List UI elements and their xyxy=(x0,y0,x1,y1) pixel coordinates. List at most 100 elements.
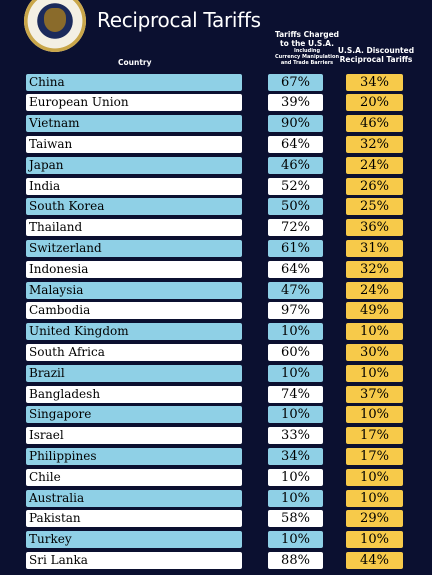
country-cell: Israel xyxy=(26,427,242,445)
charged-tariff-cell: 34% xyxy=(268,447,323,465)
country-cell: Turkey xyxy=(26,531,242,549)
country-cell: Cambodia xyxy=(26,302,242,320)
charged-tariff-cell: 10% xyxy=(268,406,323,424)
eagle-icon xyxy=(44,8,66,32)
country-cell: Japan xyxy=(26,156,242,174)
charged-tariff-cell: 90% xyxy=(268,115,323,133)
discounted-tariff-cell: 24% xyxy=(346,156,403,174)
charged-tariff-cell: 33% xyxy=(268,427,323,445)
country-cell: Switzerland xyxy=(26,239,242,257)
country-cell: South Africa xyxy=(26,343,242,361)
discounted-tariff-cell: 10% xyxy=(346,364,403,382)
charged-tariff-cell: 50% xyxy=(268,198,323,216)
discounted-tariff-cell: 10% xyxy=(346,531,403,549)
discounted-tariff-cell: 20% xyxy=(346,94,403,112)
discounted-tariff-cell: 24% xyxy=(346,281,403,299)
charged-tariff-cell: 47% xyxy=(268,281,323,299)
country-cell: Vietnam xyxy=(26,115,242,133)
charged-tariff-cell: 10% xyxy=(268,468,323,486)
table-row: Turkey 10% 10% xyxy=(0,530,432,551)
country-cell: Philippines xyxy=(26,447,242,465)
table-row: Sri Lanka 88% 44% xyxy=(0,550,432,571)
table-row: Malaysia 47% 24% xyxy=(0,280,432,301)
header: Reciprocal Tariffs Country Tariffs Charg… xyxy=(0,0,432,70)
country-cell: South Korea xyxy=(26,198,242,216)
column-header-charged-line4: Currency Manipulation xyxy=(274,54,340,60)
country-cell: Australia xyxy=(26,489,242,507)
discounted-tariff-cell: 30% xyxy=(346,343,403,361)
table-row: Thailand 72% 36% xyxy=(0,218,432,239)
charged-tariff-cell: 67% xyxy=(268,73,323,91)
discounted-tariff-cell: 32% xyxy=(346,260,403,278)
country-cell: Bangladesh xyxy=(26,385,242,403)
charged-tariff-cell: 88% xyxy=(268,551,323,569)
table-row: European Union 39% 20% xyxy=(0,93,432,114)
table-row: Indonesia 64% 32% xyxy=(0,259,432,280)
charged-tariff-cell: 10% xyxy=(268,489,323,507)
country-cell: Taiwan xyxy=(26,135,242,153)
column-header-charged-line5: and Trade Barriers xyxy=(280,60,334,66)
charged-tariff-cell: 10% xyxy=(268,323,323,341)
discounted-tariff-cell: 17% xyxy=(346,447,403,465)
discounted-tariff-cell: 36% xyxy=(346,219,403,237)
charged-tariff-cell: 72% xyxy=(268,219,323,237)
country-cell: Thailand xyxy=(26,219,242,237)
column-header-charged: Tariffs Charged to the U.S.A. Including … xyxy=(262,30,352,66)
table-row: Vietnam 90% 46% xyxy=(0,114,432,135)
country-cell: Brazil xyxy=(26,364,242,382)
charged-tariff-cell: 64% xyxy=(268,135,323,153)
discounted-tariff-cell: 46% xyxy=(346,115,403,133)
table-row: Australia 10% 10% xyxy=(0,488,432,509)
discounted-tariff-cell: 37% xyxy=(346,385,403,403)
discounted-tariff-cell: 32% xyxy=(346,135,403,153)
discounted-tariff-cell: 10% xyxy=(346,323,403,341)
discounted-tariff-cell: 31% xyxy=(346,239,403,257)
discounted-tariff-cell: 10% xyxy=(346,406,403,424)
country-cell: Sri Lanka xyxy=(26,551,242,569)
table-row: China 67% 34% xyxy=(0,72,432,93)
charged-tariff-cell: 74% xyxy=(268,385,323,403)
presidential-seal-icon xyxy=(24,0,86,52)
table-row: Singapore 10% 10% xyxy=(0,405,432,426)
charged-tariff-cell: 10% xyxy=(268,364,323,382)
discounted-tariff-cell: 25% xyxy=(346,198,403,216)
column-header-charged-line1: Tariffs Charged xyxy=(274,30,340,39)
charged-tariff-cell: 58% xyxy=(268,510,323,528)
charged-tariff-cell: 46% xyxy=(268,156,323,174)
discounted-tariff-cell: 10% xyxy=(346,468,403,486)
charged-tariff-cell: 64% xyxy=(268,260,323,278)
charged-tariff-cell: 60% xyxy=(268,343,323,361)
discounted-tariff-cell: 26% xyxy=(346,177,403,195)
table-row: United Kingdom 10% 10% xyxy=(0,322,432,343)
column-header-discounted-line1: U.S.A. Discounted xyxy=(337,46,415,55)
discounted-tariff-cell: 44% xyxy=(346,551,403,569)
column-header-discounted: U.S.A. Discounted Reciprocal Tariffs xyxy=(336,46,416,64)
country-cell: China xyxy=(26,73,242,91)
discounted-tariff-cell: 34% xyxy=(346,73,403,91)
discounted-tariff-cell: 29% xyxy=(346,510,403,528)
table-row: Taiwan 64% 32% xyxy=(0,134,432,155)
charged-tariff-cell: 61% xyxy=(268,239,323,257)
country-cell: European Union xyxy=(26,94,242,112)
country-cell: India xyxy=(26,177,242,195)
table-row: India 52% 26% xyxy=(0,176,432,197)
table-row: Pakistan 58% 29% xyxy=(0,509,432,530)
table-row: Brazil 10% 10% xyxy=(0,363,432,384)
country-cell: Indonesia xyxy=(26,260,242,278)
table-row: Israel 33% 17% xyxy=(0,426,432,447)
country-cell: Singapore xyxy=(26,406,242,424)
column-header-charged-line3: Including xyxy=(293,48,321,54)
country-cell: Malaysia xyxy=(26,281,242,299)
country-cell: Chile xyxy=(26,468,242,486)
column-header-country: Country xyxy=(118,58,152,67)
page-title: Reciprocal Tariffs xyxy=(97,8,261,32)
country-cell: United Kingdom xyxy=(26,323,242,341)
discounted-tariff-cell: 49% xyxy=(346,302,403,320)
charged-tariff-cell: 97% xyxy=(268,302,323,320)
discounted-tariff-cell: 17% xyxy=(346,427,403,445)
column-header-discounted-line2: Reciprocal Tariffs xyxy=(339,55,413,64)
charged-tariff-cell: 52% xyxy=(268,177,323,195)
column-header-charged-line2: to the U.S.A. xyxy=(280,39,334,48)
table-row: Cambodia 97% 49% xyxy=(0,301,432,322)
table-row: Japan 46% 24% xyxy=(0,155,432,176)
